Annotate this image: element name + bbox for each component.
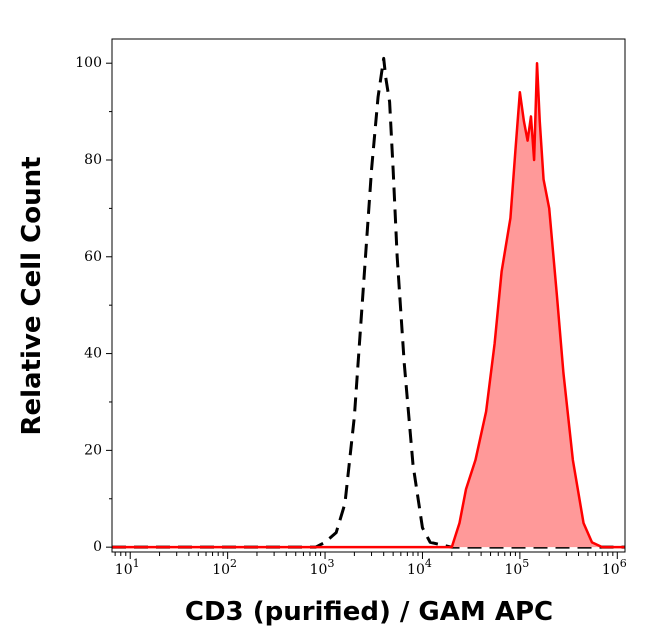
x-tick-label-3: 104: [407, 557, 432, 578]
series-0-line: [112, 56, 625, 549]
y-tick-label-5: 100: [75, 55, 102, 71]
x-axis-title: CD3 (purified) / GAM APC: [185, 597, 553, 627]
x-tick-label-4: 105: [504, 557, 529, 578]
series-layer: [112, 56, 625, 549]
y-tick-label-3: 60: [84, 249, 102, 265]
ticks-layer: 101 102 103 104 105 106 0 20 40 60 80 100: [75, 55, 626, 578]
x-tick-label-5: 106: [602, 557, 627, 578]
y-tick-label-2: 40: [84, 346, 102, 362]
y-tick-label-0: 0: [93, 539, 102, 555]
x-tick-label-2: 103: [310, 557, 335, 578]
x-tick-label-0: 101: [115, 557, 140, 578]
series-1-line: [112, 61, 625, 549]
y-tick-label-4: 80: [84, 152, 102, 168]
plot-frame: [111, 38, 626, 553]
y-axis-title: Relative Cell Count: [17, 156, 47, 435]
x-tick-label-1: 102: [212, 557, 237, 578]
y-tick-label-1: 20: [84, 442, 102, 458]
series-1-fill: [112, 63, 625, 548]
